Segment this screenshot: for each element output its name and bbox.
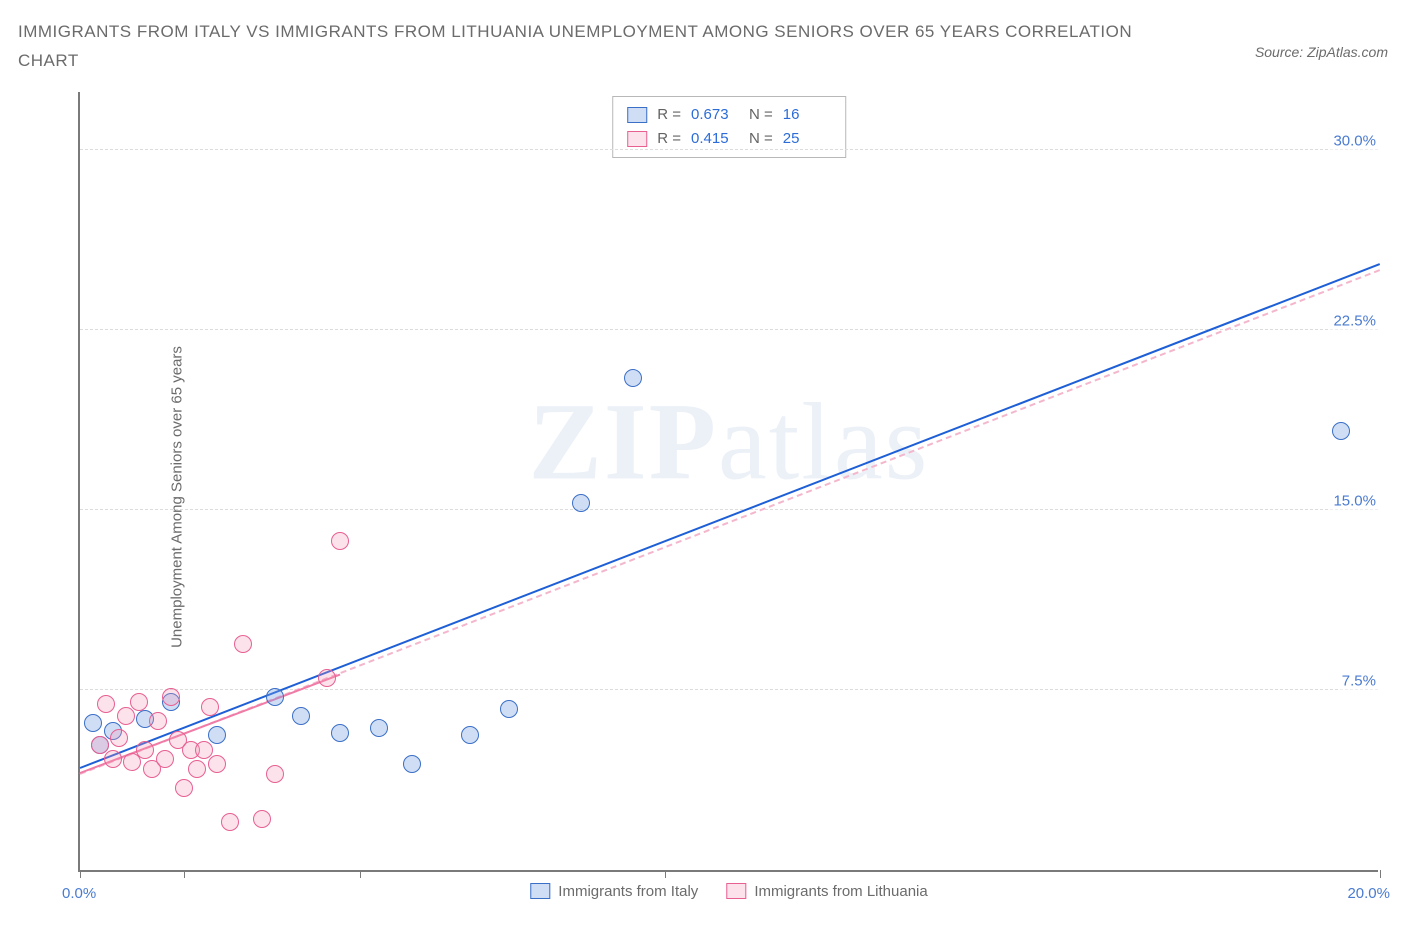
chart-title: IMMIGRANTS FROM ITALY VS IMMIGRANTS FROM… [18, 18, 1168, 76]
swatch-lithuania-icon [627, 131, 647, 147]
data-point [201, 698, 219, 716]
data-point [136, 741, 154, 759]
data-point [221, 813, 239, 831]
x-tick [80, 870, 81, 878]
x-tick [360, 870, 361, 878]
source-attribution: Source: ZipAtlas.com [1255, 18, 1388, 60]
x-tick [184, 870, 185, 878]
data-point [175, 779, 193, 797]
legend-item-italy: Immigrants from Italy [530, 883, 698, 900]
data-point [188, 760, 206, 778]
n-value-lithuania: 25 [783, 127, 831, 151]
r-value-italy: 0.673 [691, 103, 739, 127]
data-point [253, 810, 271, 828]
data-point [117, 707, 135, 725]
gridline [80, 149, 1378, 150]
data-point [130, 693, 148, 711]
data-point [572, 494, 590, 512]
data-point [234, 635, 252, 653]
watermark: ZIPatlas [529, 378, 930, 505]
swatch-lithuania-icon [726, 883, 746, 899]
data-point [156, 750, 174, 768]
data-point [624, 369, 642, 387]
stats-row-italy: R = 0.673 N = 16 [627, 103, 831, 127]
r-label: R = [657, 127, 681, 151]
swatch-italy-icon [627, 107, 647, 123]
data-point [208, 755, 226, 773]
data-point [104, 750, 122, 768]
data-point [162, 688, 180, 706]
swatch-italy-icon [530, 883, 550, 899]
x-tick [1380, 870, 1381, 878]
data-point [195, 741, 213, 759]
y-tick-label: 22.5% [1329, 312, 1380, 329]
x-tick [665, 870, 666, 878]
chart-container: Unemployment Among Seniors over 65 years… [18, 82, 1388, 912]
data-point [318, 669, 336, 687]
gridline [80, 329, 1378, 330]
r-value-lithuania: 0.415 [691, 127, 739, 151]
data-point [91, 736, 109, 754]
r-label: R = [657, 103, 681, 127]
n-label: N = [749, 103, 773, 127]
data-point [110, 729, 128, 747]
series-legend: Immigrants from Italy Immigrants from Li… [530, 883, 927, 900]
data-point [370, 719, 388, 737]
y-tick-label: 7.5% [1338, 672, 1380, 689]
data-point [266, 765, 284, 783]
y-tick-label: 15.0% [1329, 492, 1380, 509]
x-axis-min-label: 0.0% [62, 885, 96, 902]
stats-row-lithuania: R = 0.415 N = 25 [627, 127, 831, 151]
data-point [292, 707, 310, 725]
legend-label-lithuania: Immigrants from Lithuania [754, 883, 927, 900]
data-point [500, 700, 518, 718]
data-point [331, 724, 349, 742]
data-point [97, 695, 115, 713]
legend-label-italy: Immigrants from Italy [558, 883, 698, 900]
data-point [1332, 422, 1350, 440]
data-point [149, 712, 167, 730]
data-point [461, 726, 479, 744]
data-point [331, 532, 349, 550]
n-value-italy: 16 [783, 103, 831, 127]
data-point [266, 688, 284, 706]
x-axis-max-label: 20.0% [1347, 885, 1390, 902]
data-point [84, 714, 102, 732]
legend-item-lithuania: Immigrants from Lithuania [726, 883, 927, 900]
gridline [80, 509, 1378, 510]
data-point [403, 755, 421, 773]
n-label: N = [749, 127, 773, 151]
y-tick-label: 30.0% [1329, 132, 1380, 149]
plot-area: ZIPatlas R = 0.673 N = 16 R = 0.415 N = … [78, 92, 1378, 872]
data-point [208, 726, 226, 744]
